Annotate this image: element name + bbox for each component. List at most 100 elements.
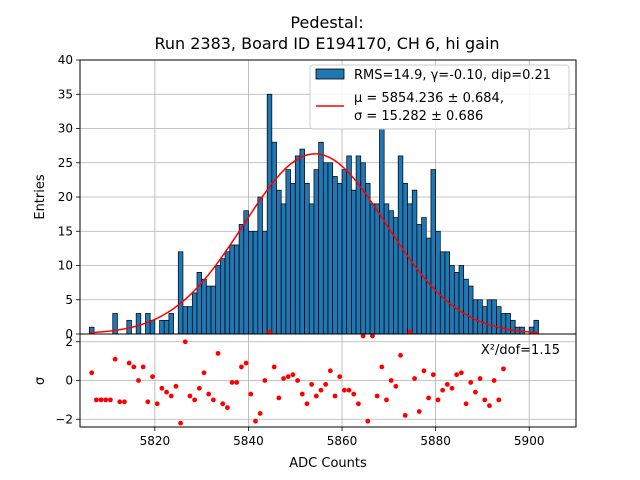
residual-point (477, 376, 483, 381)
residual-point (430, 372, 436, 378)
histogram-bar (482, 306, 488, 335)
histogram-y-tick-label: 15 (58, 224, 73, 238)
residual-y-ticks: −2 0 2 (55, 335, 80, 426)
residual-point (164, 389, 169, 395)
histogram-bar (201, 278, 207, 335)
histogram-bar (435, 230, 441, 335)
histogram-bar (453, 272, 460, 335)
residual-point (426, 395, 432, 401)
residual-y-tick-label: 2 (65, 335, 73, 349)
histogram-y-tick-label: 5 (65, 293, 73, 307)
histogram-bar (238, 224, 245, 335)
legend-histogram-swatch (315, 68, 345, 80)
histogram-y-tick-label: 25 (58, 156, 73, 170)
histogram-bar (299, 148, 305, 335)
histogram-bar (262, 230, 268, 335)
residual-point (243, 360, 249, 366)
histogram-bar (168, 313, 174, 335)
chart-title-line2: Run 2383, Board ID E194170, CH 6, hi gai… (154, 34, 499, 53)
chart-title-line1: Pedestal: (290, 13, 363, 32)
histogram-bar (322, 162, 329, 335)
residual-point (313, 393, 319, 399)
residual-point (271, 364, 277, 370)
histogram-bar (496, 306, 502, 335)
histogram-bar (318, 141, 324, 335)
histogram-bar (472, 299, 479, 335)
histogram-bar (411, 189, 418, 335)
histogram-y-tick-label: 30 (58, 122, 73, 136)
histogram-bar (149, 319, 156, 335)
histogram-bar (163, 319, 170, 335)
residual-point (257, 411, 263, 416)
residual-point (379, 364, 385, 370)
residual-point (393, 383, 399, 389)
histogram-bar (346, 155, 352, 335)
histogram-bar (257, 196, 263, 335)
residual-point (468, 380, 474, 385)
histogram-bar (224, 251, 231, 335)
histogram-y-ticks: 0 5 10 15 20 25 30 35 40 (58, 53, 80, 341)
histogram-bar (290, 182, 296, 335)
residual-point (365, 418, 371, 424)
residual-point (267, 329, 272, 335)
residual-point (290, 372, 296, 378)
residual-y-tick-label: −2 (55, 412, 73, 426)
residual-point (220, 401, 226, 407)
histogram-bar (463, 278, 469, 335)
residual-point (89, 370, 95, 376)
residual-panel: −202 5820 5840 5860 5880 5900 X²/dof=1.15 σ … (33, 329, 577, 471)
residual-point (309, 381, 315, 387)
residual-point (122, 399, 127, 405)
residual-x-ticks: 5820 5840 5860 5880 5900 (140, 427, 545, 448)
residual-axes-frame (79, 333, 577, 428)
histogram-bar (280, 203, 287, 335)
residual-point (126, 360, 132, 366)
histogram-bar (425, 237, 432, 335)
histogram-bar (337, 182, 343, 335)
residual-point (332, 393, 338, 399)
histogram-bar (191, 292, 198, 335)
histogram-bar (332, 176, 338, 335)
histogram-bar (205, 285, 212, 335)
residual-point (360, 333, 366, 339)
residual-point (454, 372, 460, 378)
residual-point (318, 387, 324, 393)
histogram-bar (379, 128, 385, 335)
legend: RMS=14.9, γ=-0.10, dip=0.21 μ = 5854.236… (309, 64, 570, 130)
residual-point (384, 397, 389, 403)
residual-point (117, 399, 123, 405)
histogram-bar (402, 182, 408, 335)
histogram-bar (243, 210, 249, 335)
residual-point (398, 352, 403, 358)
x-tick-label: 5900 (514, 434, 545, 448)
x-tick-label: 5840 (233, 434, 264, 448)
residual-point (103, 397, 109, 403)
residual-point (407, 329, 413, 335)
residual-point (482, 397, 488, 403)
histogram-bar (252, 230, 259, 335)
histogram-bar (294, 155, 301, 335)
residual-point (98, 397, 104, 403)
histogram-bar (491, 299, 497, 335)
residual-point (112, 356, 118, 362)
residual-point (281, 376, 286, 381)
residual-point (154, 401, 160, 407)
legend-histogram-label: RMS=14.9, γ=-0.10, dip=0.21 (354, 68, 551, 83)
residual-point (229, 380, 235, 385)
histogram-y-tick-label: 20 (58, 190, 73, 204)
histogram-panel: 0 5 10 15 20 25 30 35 40 Entries RMS=14.9, γ=-0.… (33, 53, 577, 341)
residual-point (299, 391, 305, 397)
legend-fit-label-line1: μ = 5854.236 ± 0.684, (354, 91, 504, 106)
residual-point (173, 383, 179, 389)
residual-point (370, 333, 375, 339)
histogram-bar (416, 224, 422, 335)
histogram-bar (444, 251, 451, 335)
residual-point (449, 385, 455, 391)
histogram-bar (266, 93, 273, 335)
residual-point (285, 374, 291, 380)
residual-point (159, 385, 165, 391)
residual-point (248, 391, 254, 397)
histogram-y-tick-label: 40 (58, 53, 73, 67)
histogram-bar (276, 189, 282, 335)
residual-point (215, 350, 221, 356)
